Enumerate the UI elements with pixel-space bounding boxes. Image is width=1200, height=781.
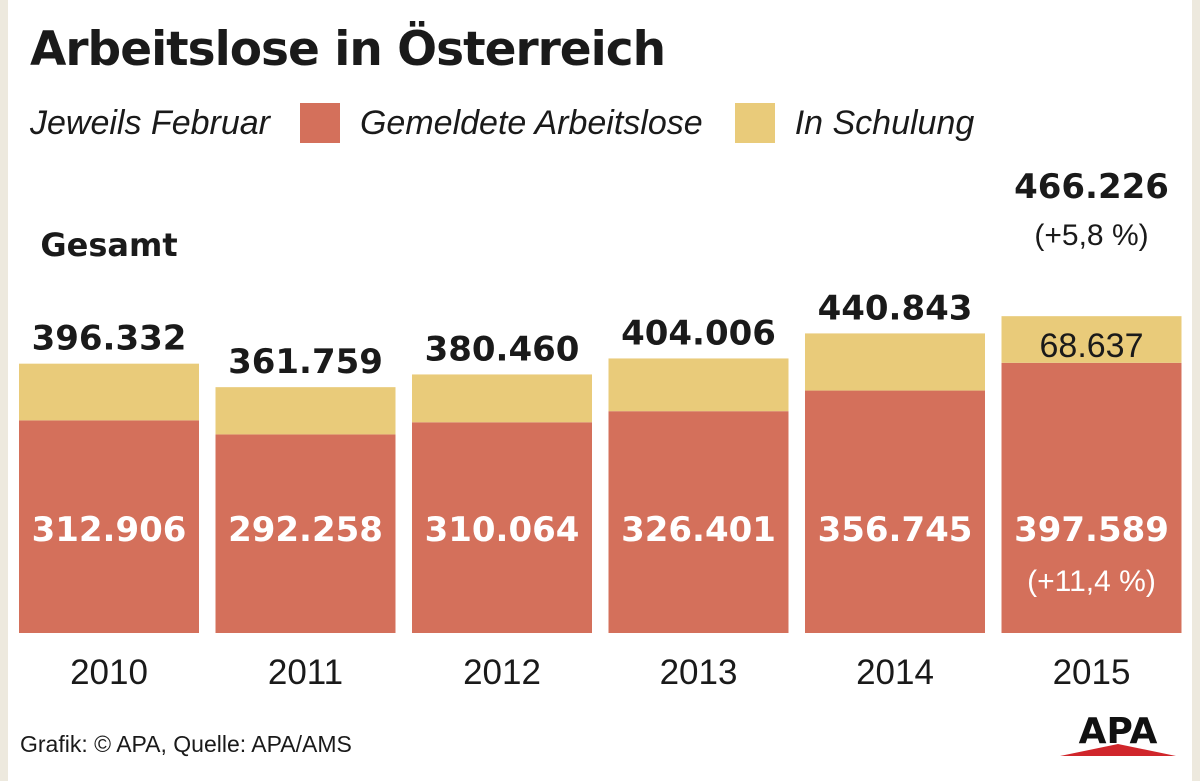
x-tick-label-2012: 2012 [463, 653, 541, 692]
bar-registered-2015 [1001, 362, 1182, 633]
value-label-registered-2014: 356.745 [818, 510, 973, 550]
legend-swatch-training [734, 103, 775, 143]
legend-swatch-registered [299, 103, 340, 143]
value-label-training-2015: 68.637 [1040, 327, 1144, 365]
x-tick-label-2013: 2013 [660, 653, 738, 692]
total-label-2011: 361.759 [228, 342, 383, 382]
bar-training-2010 [19, 363, 199, 421]
bar-training-2015 [1001, 316, 1182, 363]
total-label-2012: 380.460 [425, 329, 580, 369]
total-change-label-2015: (+5,8 %) [1034, 219, 1148, 252]
value-label-registered-2012: 310.064 [425, 510, 580, 550]
total-label-2015: 466.226 [1014, 167, 1169, 207]
apa-logo: APA [1060, 712, 1176, 756]
x-tick-label-2014: 2014 [856, 653, 934, 692]
bar-registered-2011 [215, 434, 396, 633]
chart-title: Arbeitslose in Österreich [30, 22, 666, 77]
total-label-2014: 440.843 [818, 288, 973, 328]
legend-label-registered: Gemeldete Arbeitslose [359, 103, 703, 142]
x-tick-label-2010: 2010 [70, 653, 148, 692]
bar-registered-2010 [19, 420, 199, 633]
bar-training-2011 [215, 387, 396, 435]
bar-training-2012 [412, 374, 592, 423]
bar-training-2014 [805, 333, 985, 391]
x-tick-label-2015: 2015 [1053, 653, 1131, 692]
value-label-registered-2010: 312.906 [32, 510, 187, 550]
bar-training-2013 [608, 358, 789, 412]
source-credit: Grafik: © APA, Quelle: APA/AMS [20, 731, 352, 757]
bar-registered-2012 [412, 422, 592, 633]
value-label-registered-2015: 397.589 [1014, 510, 1169, 550]
legend: Jeweils Februar Gemeldete Arbeitslose In… [30, 100, 1006, 146]
x-tick-label-2011: 2011 [268, 653, 343, 692]
total-label-2013: 404.006 [621, 313, 776, 353]
chart-frame [8, 0, 1192, 781]
bar-registered-2013 [608, 411, 789, 633]
total-label-2010: 396.332 [32, 319, 187, 359]
legend-note: Jeweils Februar [30, 103, 270, 142]
value-label-registered-2011: 292.258 [228, 510, 383, 550]
value-label-registered-2013: 326.401 [621, 510, 776, 550]
bar-registered-2014 [805, 390, 985, 633]
registered-change-label-2015: (+11,4 %) [1027, 565, 1156, 598]
legend-label-training: In Schulung [794, 103, 975, 142]
total-prefix-label: Gesamt [40, 226, 177, 264]
